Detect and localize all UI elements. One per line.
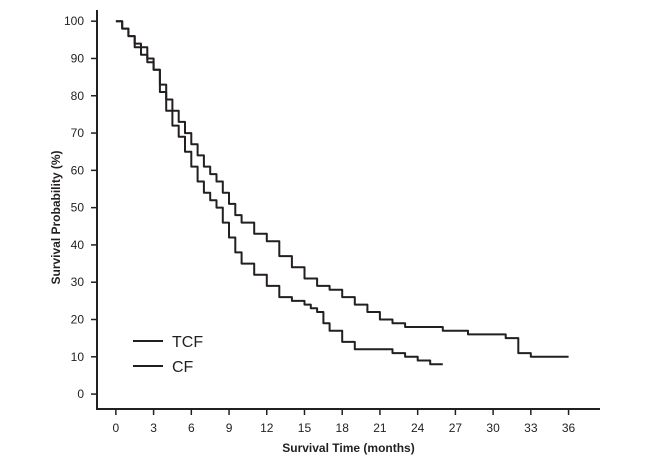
y-tick-label: 30 <box>71 275 85 289</box>
x-tick-label: 9 <box>226 421 233 435</box>
y-tick-label: 50 <box>71 201 85 215</box>
x-tick-label: 33 <box>524 421 538 435</box>
axis-frame <box>96 10 600 410</box>
legend: TCF CF <box>133 334 203 376</box>
x-tick-label: 27 <box>449 421 463 435</box>
x-tick-label: 12 <box>260 421 274 435</box>
y-tick-label: 60 <box>71 163 85 177</box>
y-tick-label: 10 <box>71 350 85 364</box>
y-axis-title: Survival Probability (%) <box>49 150 63 284</box>
series-line-tcf <box>115 20 569 358</box>
y-tick-label: 40 <box>71 238 85 252</box>
y-tick-label: 80 <box>71 89 85 103</box>
x-tick-label: 0 <box>113 421 120 435</box>
x-tick-label: 24 <box>411 421 425 435</box>
x-tick-label: 21 <box>373 421 387 435</box>
x-tick-label: 15 <box>298 421 312 435</box>
x-axis-title: Survival Time (months) <box>282 441 414 455</box>
x-tick-label: 30 <box>486 421 500 435</box>
y-tick-label: 90 <box>71 51 85 65</box>
x-tick-label: 6 <box>188 421 195 435</box>
legend-label-tcf: TCF <box>172 334 203 351</box>
y-axis-ticks: 0 10 20 30 40 50 60 70 80 90 100 <box>64 14 97 401</box>
y-tick-label: 100 <box>64 14 84 28</box>
x-tick-label: 3 <box>150 421 157 435</box>
legend-label-cf: CF <box>172 359 194 376</box>
series-layer <box>115 20 569 366</box>
x-tick-label: 18 <box>336 421 350 435</box>
y-tick-label: 70 <box>71 126 85 140</box>
series-line-cf <box>115 20 443 366</box>
y-tick-label: 20 <box>71 313 85 327</box>
x-axis-ticks: 0 3 6 9 12 15 18 21 24 27 30 33 36 <box>113 409 576 435</box>
axes: 0 3 6 9 12 15 18 21 24 27 30 33 36 01020304050607080… <box>64 10 600 435</box>
x-tick-label: 36 <box>562 421 576 435</box>
y-tick-label: 0 <box>77 387 84 401</box>
